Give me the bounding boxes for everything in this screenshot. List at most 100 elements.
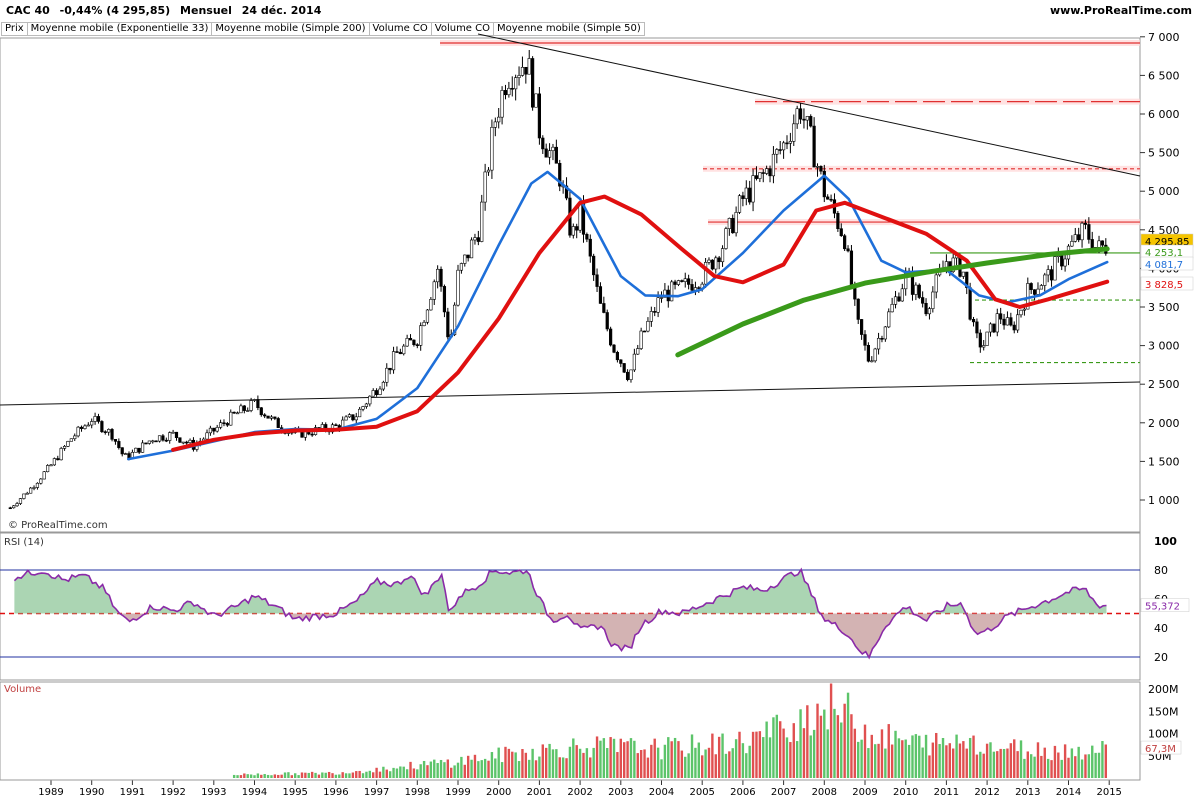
candle-body	[934, 274, 938, 293]
x-tick-label: 2009	[852, 787, 877, 798]
volume-bar	[965, 748, 968, 778]
volume-bar	[477, 761, 480, 778]
volume-bar	[460, 756, 463, 778]
candle-body	[69, 438, 73, 442]
volume-bar	[816, 703, 819, 778]
volume-bar	[331, 773, 334, 778]
legend-item-prix[interactable]: Prix	[1, 22, 28, 36]
volume-bar	[765, 721, 768, 778]
candle-body	[483, 171, 487, 203]
volume-bar	[819, 715, 823, 778]
volume-bar	[714, 754, 717, 778]
candle-body	[798, 108, 803, 120]
legend-item-sma50[interactable]: Moyenne mobile (Simple 50)	[493, 22, 645, 36]
candle-body	[388, 367, 392, 371]
y-tick-label: 2 500	[1148, 378, 1180, 391]
candle-body	[609, 328, 613, 346]
volume-bar	[982, 753, 985, 778]
volume-bar	[1084, 754, 1087, 778]
candle-body	[124, 453, 128, 455]
volume-bar	[395, 768, 399, 778]
candle-body	[171, 431, 175, 434]
site-link[interactable]: www.ProRealTime.com	[1049, 4, 1192, 17]
candle-body	[846, 248, 850, 252]
candle-body	[1005, 317, 1010, 326]
candle-body	[49, 464, 53, 467]
candle-body	[402, 345, 406, 355]
volume-bar	[392, 767, 395, 778]
candle-body	[778, 149, 782, 151]
volume-bar	[1080, 759, 1084, 778]
candle-body	[232, 411, 236, 414]
candle-body	[432, 281, 436, 300]
x-tick-label: 2012	[974, 787, 999, 798]
volume-bar	[582, 752, 585, 778]
volume-bar	[880, 729, 884, 778]
x-tick-label: 1992	[160, 787, 185, 798]
volume-bar	[266, 774, 270, 778]
candle-body	[965, 271, 969, 288]
candle-body	[120, 447, 124, 455]
candle-body	[415, 344, 419, 346]
candle-body	[595, 274, 599, 287]
candle-body	[924, 302, 928, 315]
candle-body	[856, 298, 860, 320]
candle-body	[385, 367, 389, 383]
volume-bar	[887, 724, 890, 778]
candle-body	[178, 437, 182, 443]
candle-body	[517, 75, 521, 78]
volume-bar	[728, 751, 731, 778]
candle-body	[554, 146, 558, 164]
volume-badge-label: 67,3M	[1145, 744, 1176, 755]
legend-item-sma200[interactable]: Moyenne mobile (Simple 200)	[211, 22, 370, 36]
volume-bar	[667, 737, 670, 778]
volume-bar	[528, 759, 531, 778]
y-tick-label: 1 000	[1148, 494, 1180, 507]
volume-bar	[334, 774, 338, 778]
candle-body	[395, 351, 399, 353]
rsi-label: RSI (14)	[4, 537, 44, 548]
legend-item-volume-co[interactable]: Volume CO	[368, 22, 432, 36]
legend-item-volume-co-2[interactable]: Volume CO	[430, 22, 494, 36]
x-tick-label: 1989	[38, 787, 63, 798]
candle-body	[96, 416, 101, 422]
candle-body	[751, 175, 755, 203]
volume-tick-label: 150M	[1148, 705, 1179, 718]
x-tick-label: 1994	[242, 787, 267, 798]
candle-body	[446, 311, 450, 338]
volume-bar	[568, 746, 572, 778]
volume-bar	[639, 750, 643, 778]
volume-bar	[745, 753, 748, 778]
candle-body	[493, 121, 497, 128]
volume-bar	[857, 741, 860, 778]
candle-body	[690, 284, 694, 291]
y-tick-label: 5 000	[1148, 185, 1180, 198]
candle-body	[334, 424, 338, 427]
volume-bar	[996, 751, 999, 778]
y-tick-label: 6 500	[1148, 69, 1180, 82]
y-tick-label: 2 000	[1148, 417, 1180, 430]
x-tick-label: 1999	[445, 787, 470, 798]
candle-body	[154, 440, 158, 443]
candle-body	[59, 448, 63, 461]
candle-body	[46, 465, 50, 473]
candle-body	[168, 432, 172, 441]
volume-bar	[636, 753, 639, 778]
candle-body	[1073, 234, 1077, 242]
candle-body	[344, 416, 348, 421]
x-tick-label: 2002	[567, 787, 592, 798]
volume-bar	[779, 721, 782, 778]
candle-body	[717, 257, 721, 263]
candle-body	[564, 185, 569, 199]
candle-body	[497, 116, 501, 123]
candle-body	[612, 344, 616, 353]
candle-body	[988, 323, 993, 333]
candle-body	[849, 250, 854, 286]
candle-body	[999, 313, 1003, 320]
candle-body	[480, 201, 484, 242]
candle-body	[1016, 314, 1020, 331]
candle-body	[134, 447, 138, 453]
candle-body	[985, 331, 989, 346]
candle-body	[1012, 324, 1016, 331]
